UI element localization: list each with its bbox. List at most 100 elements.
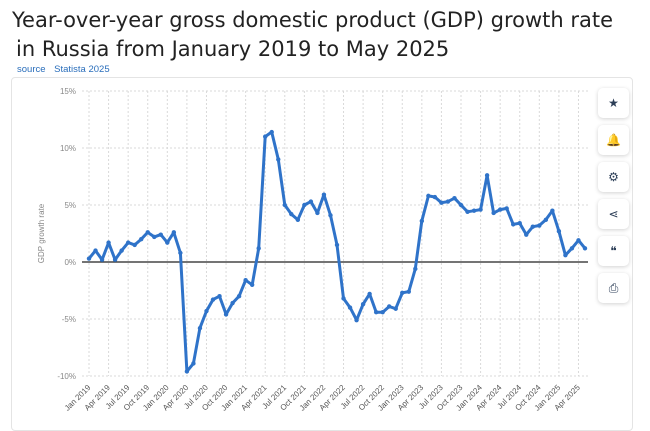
source-row: source Statista 2025: [17, 64, 116, 75]
data-point: [197, 325, 203, 331]
y-tick-label: 5%: [64, 201, 76, 210]
data-point: [373, 309, 379, 315]
data-point: [334, 242, 340, 248]
data-point: [563, 252, 568, 258]
title-line-1: Year-over-year gross domestic product (G…: [12, 8, 614, 32]
print-icon: ⎙: [608, 280, 619, 295]
gear-icon: ⚙: [608, 170, 619, 184]
star-button[interactable]: ★: [598, 88, 629, 118]
data-point: [145, 230, 150, 235]
data-point: [119, 248, 124, 253]
data-point: [308, 199, 314, 204]
gdp-series-line: [87, 130, 587, 373]
data-point: [484, 173, 490, 178]
title-line-2: in Russia from January 2019 to May 2025: [16, 37, 450, 61]
chart-title: Year-over-year gross domestic product (G…: [12, 6, 632, 64]
data-point: [263, 134, 268, 139]
data-point: [497, 207, 503, 212]
data-point: [125, 240, 131, 245]
share-button[interactable]: ⋖: [598, 199, 629, 229]
data-point: [86, 256, 92, 261]
data-point: [432, 194, 438, 200]
data-point: [543, 217, 549, 223]
data-point: [112, 257, 118, 262]
data-point: [315, 210, 320, 216]
data-point: [341, 296, 346, 301]
source-value[interactable]: Statista 2025: [54, 64, 110, 75]
data-point: [576, 238, 581, 243]
data-point: [406, 289, 411, 294]
quote-icon: ❝: [610, 244, 617, 258]
settings-button[interactable]: ⚙: [598, 162, 629, 192]
data-point: [445, 199, 451, 204]
chart-toolbar: ★ 🔔 ⚙ ⋖ ❝ ⎙: [598, 88, 631, 303]
data-point: [249, 282, 255, 287]
data-point: [419, 218, 425, 224]
data-point: [236, 294, 242, 299]
data-point: [210, 297, 216, 302]
data-point: [556, 229, 562, 234]
data-point: [524, 232, 529, 237]
y-axis-label: GDP growth rate: [37, 203, 46, 263]
data-point: [191, 361, 196, 366]
data-point: [478, 207, 483, 212]
data-point: [530, 224, 535, 229]
y-tick-label: -5%: [62, 315, 76, 324]
data-point: [93, 248, 98, 253]
data-point: [171, 230, 177, 235]
star-icon: ★: [608, 96, 619, 110]
data-point: [491, 210, 496, 216]
data-point: [289, 211, 294, 217]
data-point: [295, 217, 301, 223]
source-label: source: [17, 64, 46, 75]
data-point: [152, 234, 157, 240]
data-point: [347, 305, 353, 310]
data-point: [165, 240, 170, 245]
data-point: [511, 222, 516, 227]
share-icon: ⋖: [608, 207, 619, 221]
data-point: [158, 232, 163, 237]
data-point: [517, 221, 522, 226]
data-point: [426, 193, 431, 199]
notification-button[interactable]: 🔔: [598, 125, 629, 155]
data-point: [439, 200, 444, 205]
data-point: [380, 309, 385, 315]
data-point: [465, 209, 470, 215]
data-point: [106, 240, 111, 245]
data-point: [256, 246, 261, 251]
print-button[interactable]: ⎙: [598, 273, 629, 303]
data-point: [458, 202, 464, 208]
data-point: [243, 278, 248, 283]
data-point: [184, 369, 190, 374]
cite-button[interactable]: ❝: [598, 236, 629, 266]
data-point: [569, 246, 575, 251]
data-point: [204, 308, 209, 314]
data-point: [302, 202, 307, 208]
data-point: [354, 317, 359, 323]
data-point: [504, 206, 509, 211]
data-point: [99, 257, 105, 262]
data-point: [321, 192, 327, 197]
bell-icon: 🔔: [606, 133, 621, 147]
data-point: [582, 246, 588, 251]
data-point: [367, 291, 372, 297]
data-point: [387, 304, 392, 309]
data-point: [223, 312, 229, 317]
y-tick-label: 10%: [60, 144, 76, 153]
data-point: [537, 223, 542, 228]
data-point: [139, 237, 144, 242]
data-point: [413, 266, 418, 272]
y-tick-label: 0%: [64, 258, 76, 267]
data-point: [178, 250, 183, 256]
data-point: [452, 195, 457, 201]
y-tick-label: 15%: [60, 87, 76, 96]
data-point: [230, 300, 235, 306]
data-point: [393, 306, 398, 311]
data-point: [217, 294, 222, 299]
chart-panel: [11, 77, 633, 431]
data-point: [550, 208, 555, 213]
data-point: [276, 157, 281, 162]
data-point: [282, 202, 287, 208]
data-point: [471, 208, 477, 213]
